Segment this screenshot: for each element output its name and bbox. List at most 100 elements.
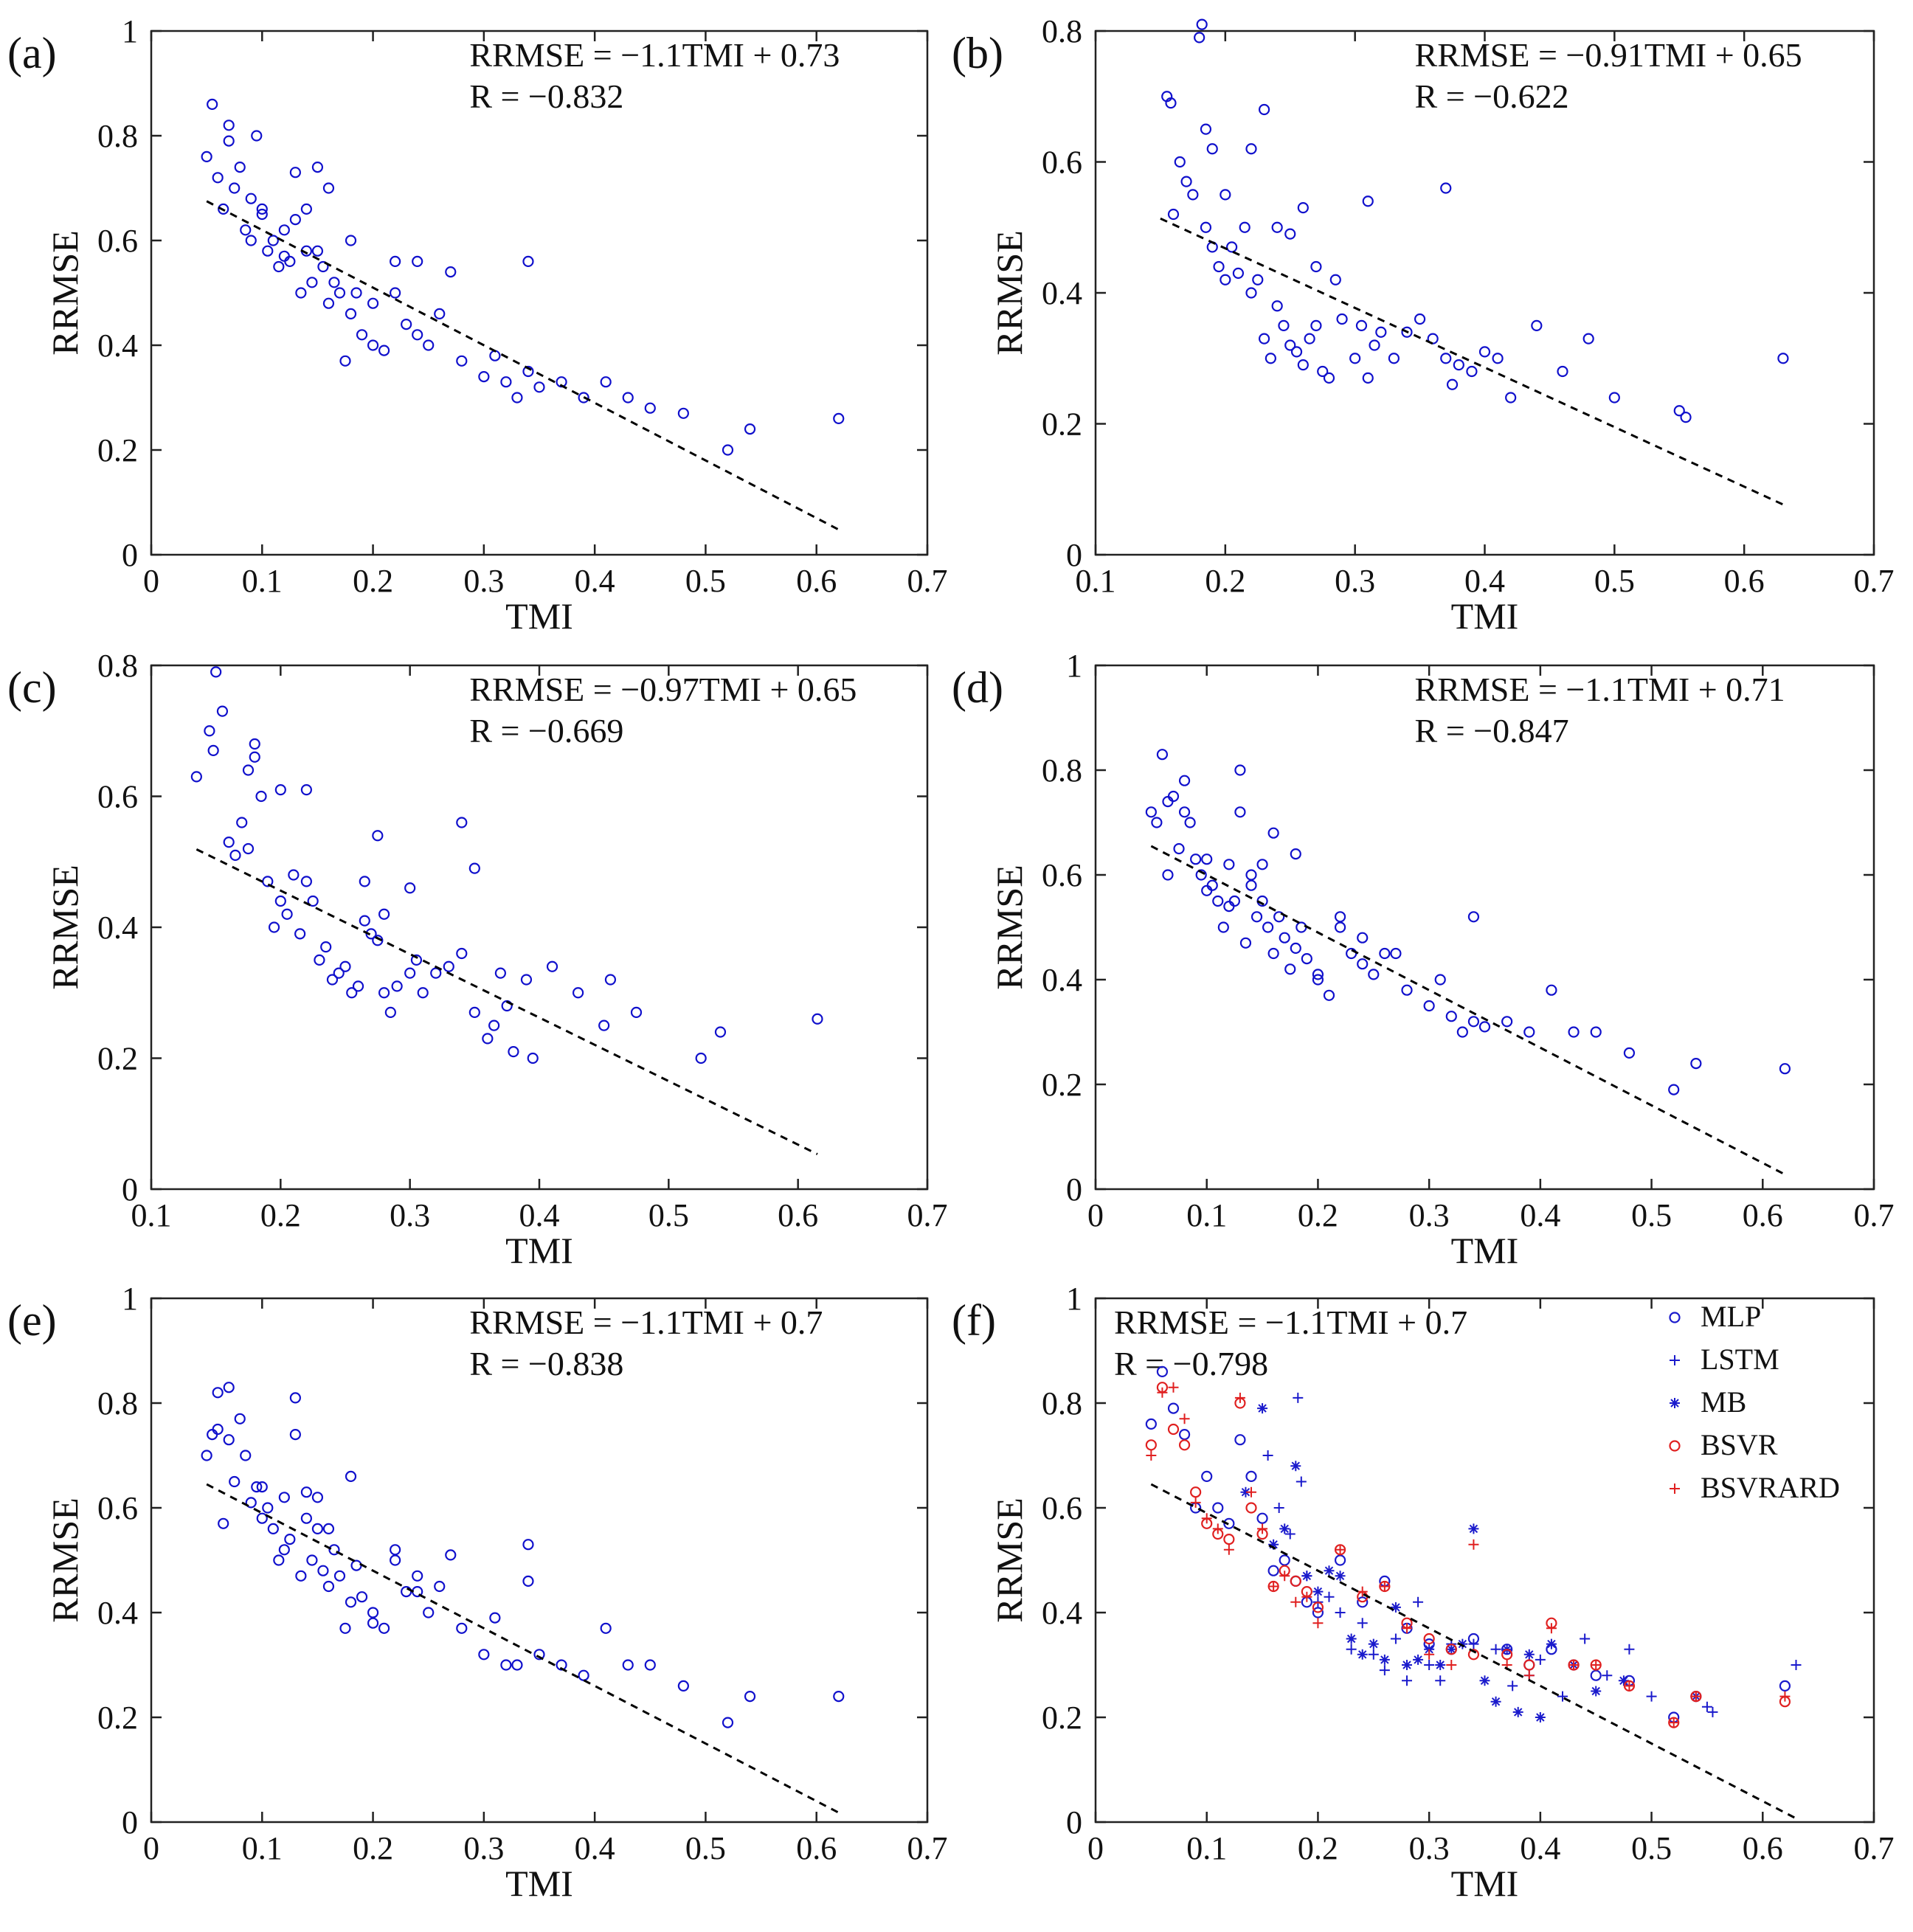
data-point xyxy=(1401,984,1413,996)
y-tick-label: 0.8 xyxy=(97,1385,138,1422)
data-point xyxy=(1240,1486,1251,1498)
data-point xyxy=(1284,228,1296,240)
data-point xyxy=(245,235,257,246)
data-point xyxy=(1213,260,1225,273)
x-axis-label: TMI xyxy=(505,1230,573,1271)
data-point xyxy=(1304,333,1315,344)
data-point xyxy=(300,1512,312,1524)
x-tick-label: 0.1 xyxy=(1076,563,1116,599)
x-axis-label: TMI xyxy=(1451,1230,1519,1271)
legend-label: MB xyxy=(1701,1385,1746,1419)
data-point xyxy=(1335,1571,1346,1582)
y-tick-label: 1 xyxy=(122,1281,138,1317)
legend-marker xyxy=(1670,1483,1680,1494)
data-point xyxy=(262,245,274,257)
data-point xyxy=(1220,274,1231,285)
x-tick-label: 0.7 xyxy=(907,1197,948,1233)
data-point xyxy=(1167,1402,1180,1414)
data-point xyxy=(278,224,290,236)
data-point xyxy=(1440,353,1452,364)
x-tick-label: 0.1 xyxy=(131,1197,172,1233)
data-point xyxy=(1466,365,1478,378)
data-point xyxy=(1379,1581,1390,1592)
x-tick-label: 0.3 xyxy=(1409,1197,1450,1233)
data-point xyxy=(1293,1392,1304,1403)
data-point xyxy=(1290,848,1301,860)
data-point xyxy=(345,1470,357,1483)
data-point xyxy=(378,344,390,356)
data-point xyxy=(1245,1470,1257,1483)
data-point xyxy=(359,876,370,887)
data-point xyxy=(744,423,756,435)
data-point xyxy=(644,1659,656,1671)
data-point xyxy=(1223,900,1235,913)
data-point xyxy=(572,987,584,999)
panel-label: (f) xyxy=(952,1296,996,1345)
data-point xyxy=(494,967,507,979)
data-point xyxy=(1479,1675,1490,1686)
data-point xyxy=(1505,392,1517,404)
data-point xyxy=(1284,963,1296,975)
data-point xyxy=(223,837,235,848)
data-point xyxy=(468,1006,480,1018)
data-point xyxy=(1200,221,1212,233)
data-point xyxy=(1501,1016,1513,1028)
data-point xyxy=(1602,1670,1613,1681)
data-point xyxy=(390,287,401,299)
data-point xyxy=(1440,182,1452,194)
data-point xyxy=(1646,1691,1657,1702)
data-point xyxy=(1146,1450,1157,1461)
data-point xyxy=(1324,1591,1335,1602)
data-point xyxy=(604,974,617,986)
data-point xyxy=(412,255,423,267)
data-point xyxy=(1262,921,1274,933)
y-tick-label: 0.4 xyxy=(1042,275,1082,311)
panel-d: 0 0.1 0.2 0.3 0.4 0.5 0.6 0.7 0 0.2 0.4 0.6 0.8 1 TMI R… xyxy=(952,648,1895,1271)
data-point xyxy=(1379,947,1391,960)
data-point xyxy=(322,1523,335,1534)
data-point xyxy=(1334,911,1346,923)
data-point xyxy=(1228,895,1240,907)
data-point xyxy=(267,235,279,246)
data-point xyxy=(1239,221,1250,233)
data-point xyxy=(1310,319,1322,331)
data-point xyxy=(1324,1565,1335,1576)
y-tick-label: 0.8 xyxy=(1042,752,1082,789)
x-tick-label: 0.1 xyxy=(1186,1197,1227,1233)
data-point xyxy=(1179,1413,1190,1424)
data-point xyxy=(378,1622,390,1634)
data-point xyxy=(216,705,229,717)
data-point xyxy=(1414,313,1426,325)
data-point xyxy=(295,1570,307,1582)
data-point xyxy=(289,214,301,226)
data-point xyxy=(1200,123,1212,135)
y-tick-label: 0.8 xyxy=(97,648,138,684)
x-tick-label: 0.7 xyxy=(1854,1197,1895,1233)
data-point xyxy=(1624,1680,1635,1692)
data-point xyxy=(1201,884,1213,896)
data-point xyxy=(1388,353,1400,364)
data-point xyxy=(1301,1571,1312,1582)
data-point xyxy=(1290,346,1303,358)
x-tick-label: 0.3 xyxy=(1335,563,1375,599)
y-tick-label: 0.2 xyxy=(97,1700,138,1736)
data-point xyxy=(1490,1644,1501,1655)
data-point xyxy=(1278,319,1290,331)
data-point xyxy=(434,1580,446,1593)
data-point xyxy=(1167,790,1180,803)
data-point xyxy=(1162,795,1174,808)
data-point xyxy=(1453,359,1464,371)
data-point xyxy=(1424,1660,1435,1670)
data-point xyxy=(307,895,319,907)
data-point xyxy=(1445,1011,1457,1022)
data-point xyxy=(1346,1633,1357,1644)
data-point xyxy=(1267,1565,1279,1576)
data-point xyxy=(478,371,490,383)
data-point xyxy=(1335,1607,1346,1618)
data-point xyxy=(314,954,325,966)
data-point xyxy=(1413,1654,1424,1665)
data-point xyxy=(1312,1607,1324,1618)
data-point xyxy=(1701,1701,1712,1712)
fit-equation: RRMSE = −1.1TMI + 0.73 xyxy=(469,36,840,74)
data-point xyxy=(1568,1660,1580,1670)
